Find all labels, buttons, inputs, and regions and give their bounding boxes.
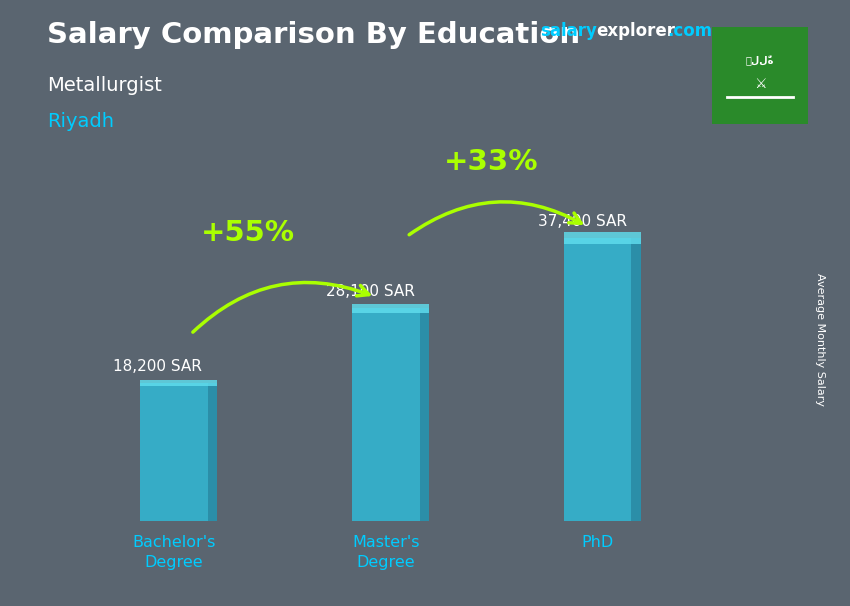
Text: Metallurgist: Metallurgist xyxy=(47,76,162,95)
Text: ⚔: ⚔ xyxy=(754,76,766,90)
Bar xyxy=(352,308,420,521)
Text: .com: .com xyxy=(667,22,712,41)
Bar xyxy=(632,238,641,521)
Bar xyxy=(352,304,429,313)
Bar xyxy=(140,380,218,387)
Text: 18,200 SAR: 18,200 SAR xyxy=(112,359,201,374)
Text: 28,100 SAR: 28,100 SAR xyxy=(326,284,416,299)
Text: Riyadh: Riyadh xyxy=(47,112,114,131)
Text: 37,400 SAR: 37,400 SAR xyxy=(538,214,627,228)
Text: explorer: explorer xyxy=(597,22,676,41)
Text: +33%: +33% xyxy=(445,148,539,176)
Text: ٱللَّٰه: ٱللَّٰه xyxy=(745,56,774,67)
Text: Salary Comparison By Education: Salary Comparison By Education xyxy=(47,21,580,49)
Text: +55%: +55% xyxy=(201,219,295,247)
Text: Average Monthly Salary: Average Monthly Salary xyxy=(815,273,825,406)
Bar xyxy=(207,383,218,521)
Text: salary: salary xyxy=(540,22,597,41)
Bar xyxy=(140,383,207,521)
Bar xyxy=(564,231,641,244)
Bar xyxy=(564,238,632,521)
Bar xyxy=(420,308,429,521)
